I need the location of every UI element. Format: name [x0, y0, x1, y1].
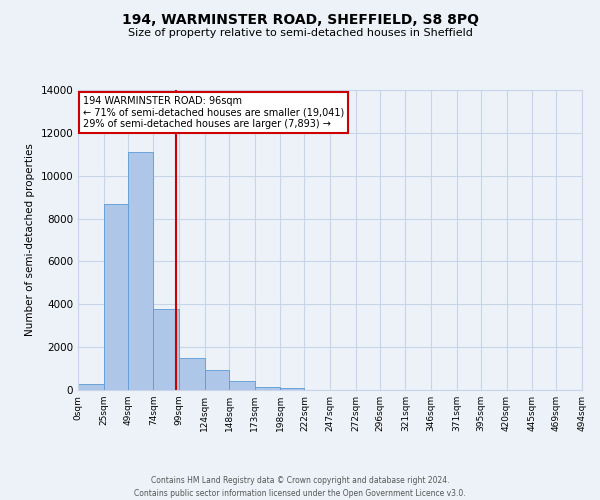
Bar: [179, 358, 205, 390]
Text: Size of property relative to semi-detached houses in Sheffield: Size of property relative to semi-detach…: [128, 28, 472, 38]
Bar: [280, 388, 304, 390]
Bar: [254, 387, 280, 390]
Bar: [229, 382, 254, 390]
Y-axis label: Number of semi-detached properties: Number of semi-detached properties: [25, 144, 35, 336]
Bar: [154, 308, 179, 390]
Bar: [128, 152, 154, 390]
Bar: [78, 384, 104, 390]
Text: 194 WARMINSTER ROAD: 96sqm
← 71% of semi-detached houses are smaller (19,041)
29: 194 WARMINSTER ROAD: 96sqm ← 71% of semi…: [83, 96, 344, 129]
Bar: [205, 370, 229, 390]
Text: Contains HM Land Registry data © Crown copyright and database right 2024.
Contai: Contains HM Land Registry data © Crown c…: [134, 476, 466, 498]
Text: 194, WARMINSTER ROAD, SHEFFIELD, S8 8PQ: 194, WARMINSTER ROAD, SHEFFIELD, S8 8PQ: [121, 12, 479, 26]
Bar: [104, 204, 128, 390]
